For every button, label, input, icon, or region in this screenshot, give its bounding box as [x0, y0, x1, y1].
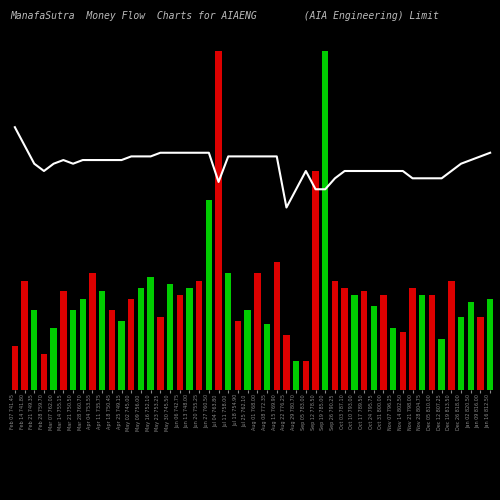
Bar [410, 288, 416, 390]
Bar [70, 310, 76, 390]
Bar [186, 288, 192, 390]
Bar [312, 171, 318, 390]
Bar [12, 346, 18, 390]
Bar [80, 298, 86, 390]
Bar [60, 292, 66, 390]
Bar [361, 292, 367, 390]
Bar [225, 273, 232, 390]
Bar [400, 332, 406, 390]
Bar [235, 320, 241, 390]
Bar [478, 317, 484, 390]
Bar [332, 280, 338, 390]
Bar [351, 295, 358, 390]
Bar [118, 320, 124, 390]
Bar [342, 288, 348, 390]
Bar [157, 317, 164, 390]
Bar [458, 317, 464, 390]
Bar [293, 361, 300, 390]
Bar [264, 324, 270, 390]
Bar [108, 310, 115, 390]
Bar [206, 200, 212, 390]
Bar [41, 354, 47, 390]
Bar [22, 280, 28, 390]
Bar [244, 310, 251, 390]
Bar [487, 298, 494, 390]
Bar [448, 280, 454, 390]
Bar [90, 273, 96, 390]
Bar [31, 310, 38, 390]
Bar [128, 298, 134, 390]
Bar [284, 335, 290, 390]
Bar [50, 328, 57, 390]
Bar [138, 288, 144, 390]
Bar [274, 262, 280, 390]
Bar [438, 339, 445, 390]
Bar [370, 306, 377, 390]
Bar [216, 50, 222, 390]
Bar [390, 328, 396, 390]
Bar [468, 302, 474, 390]
Bar [176, 295, 183, 390]
Bar [380, 295, 386, 390]
Bar [429, 295, 435, 390]
Bar [167, 284, 173, 390]
Bar [302, 361, 309, 390]
Bar [419, 295, 426, 390]
Bar [196, 280, 202, 390]
Bar [148, 277, 154, 390]
Bar [254, 273, 260, 390]
Bar [99, 292, 105, 390]
Bar [322, 50, 328, 390]
Text: ManafaSutra  Money Flow  Charts for AIAENG        (AIA Engineering) Limit: ManafaSutra Money Flow Charts for AIAENG… [10, 12, 439, 22]
